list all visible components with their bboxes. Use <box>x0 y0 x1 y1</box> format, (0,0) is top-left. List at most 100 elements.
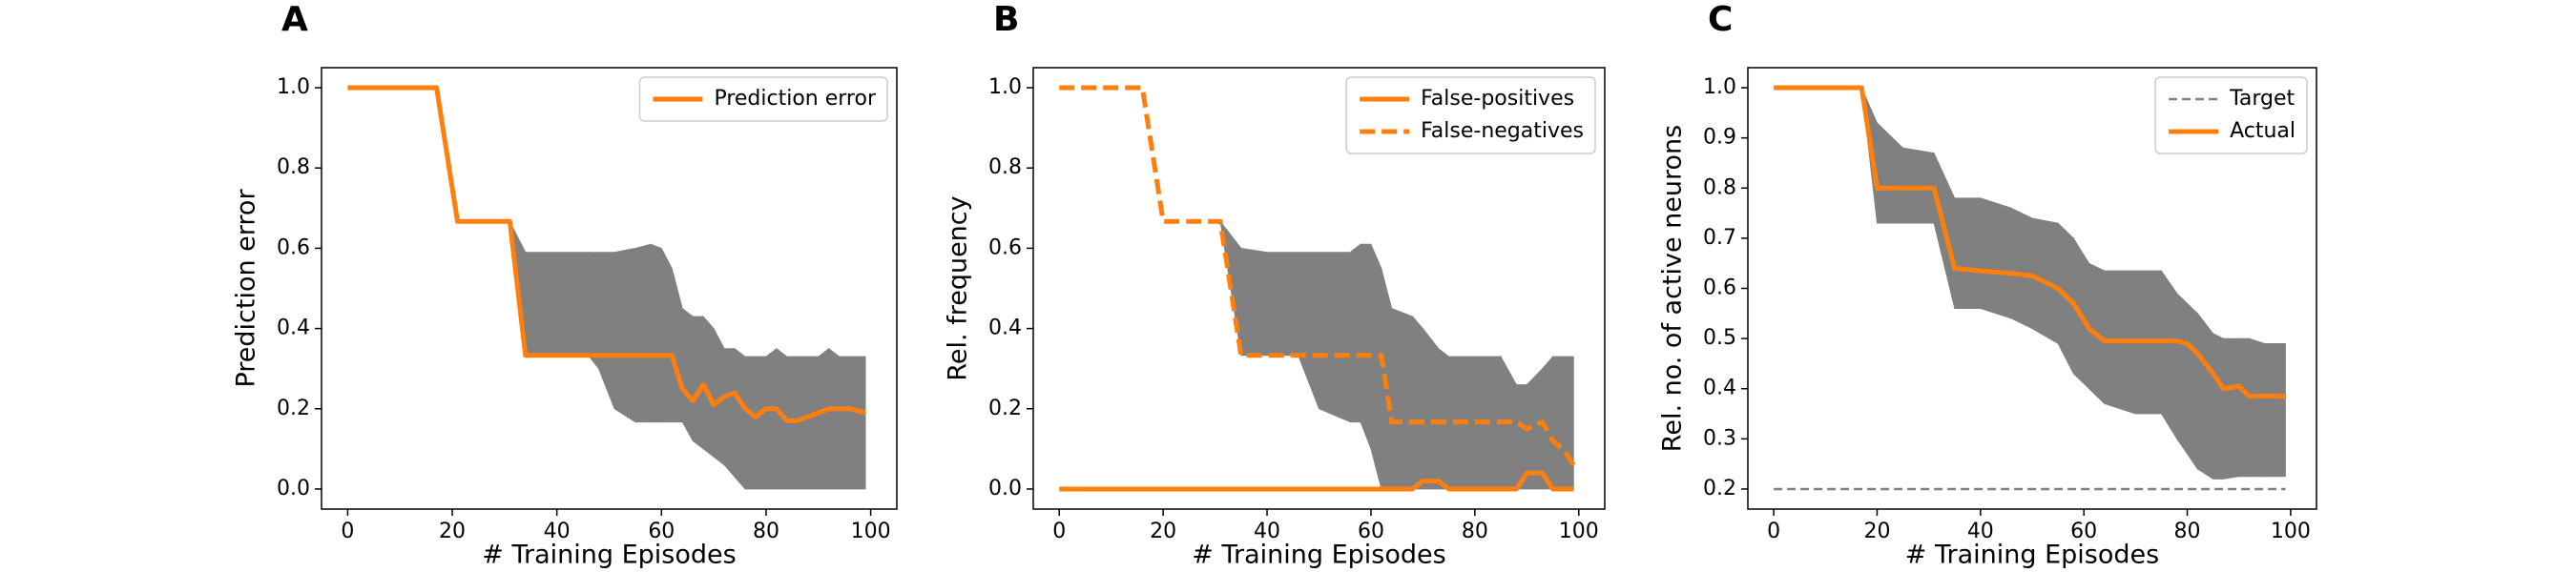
band-segment <box>2010 207 2033 330</box>
x-tick-label: 60 <box>648 520 675 543</box>
legend-label: False-negatives <box>1421 119 1584 143</box>
legend-label: Actual <box>2230 119 2296 143</box>
band-segment <box>588 252 599 370</box>
x-axis-label: # Training Episodes <box>482 541 736 570</box>
y-axis-label: Prediction error <box>232 189 261 388</box>
y-tick-label: 0.4 <box>1703 377 1736 400</box>
band-segment <box>2223 337 2240 480</box>
band-segment <box>2212 333 2224 480</box>
band-segment <box>613 247 636 423</box>
band-segment <box>681 307 694 442</box>
band-segment <box>765 347 778 490</box>
band-segment <box>1298 252 1319 409</box>
legend-label: Prediction error <box>714 87 876 111</box>
y-tick-label: 0.7 <box>1703 226 1736 250</box>
x-tick-label: 60 <box>2070 520 2097 543</box>
y-tick-label: 0.2 <box>988 397 1022 420</box>
band-segment <box>2176 292 2188 456</box>
band-segment <box>1319 252 1351 423</box>
y-axis-label: Rel. no. of active neurons <box>1658 125 1688 452</box>
band-segment <box>839 356 851 490</box>
x-tick-label: 40 <box>1967 520 1994 543</box>
legend-label: False-positives <box>1421 87 1574 111</box>
band-segment <box>525 252 558 357</box>
y-axis-label: Rel. frequency <box>944 195 973 380</box>
band-segment <box>650 243 662 423</box>
band-segment <box>1391 307 1413 490</box>
band-segment <box>734 347 746 491</box>
y-tick-label: 0.5 <box>1703 326 1736 350</box>
band-segment <box>849 356 866 490</box>
series-line <box>1059 85 1576 467</box>
band-segment <box>634 243 652 423</box>
x-tick-label: 0 <box>1767 520 1780 543</box>
band-segment <box>818 347 830 490</box>
band-segment <box>723 348 736 479</box>
y-tick-label: 0.3 <box>1703 426 1736 450</box>
band-segment <box>1877 121 1903 224</box>
y-tick-label: 0.6 <box>1703 276 1736 300</box>
band-segment <box>2196 312 2214 480</box>
x-axis-label: # Training Episodes <box>1905 541 2159 570</box>
band-segment <box>1349 243 1361 423</box>
series-line <box>347 85 866 423</box>
y-tick-label: 1.0 <box>1703 75 1736 99</box>
x-tick-label: 0 <box>1052 520 1066 543</box>
band-segment <box>660 248 673 423</box>
band-segment <box>807 356 820 490</box>
y-tick-label: 0.8 <box>277 155 310 179</box>
y-tick-label: 0.6 <box>988 235 1022 259</box>
y-tick-label: 0.8 <box>988 155 1022 179</box>
axes-frame <box>1032 67 1606 510</box>
band-segment <box>1902 147 1935 224</box>
y-tick-label: 1.0 <box>988 75 1022 99</box>
band-segment <box>1954 197 1982 309</box>
band-segment <box>744 356 757 490</box>
y-tick-label: 0.2 <box>277 397 310 420</box>
panel-label: A <box>281 0 308 39</box>
x-tick-label: 0 <box>341 520 354 543</box>
x-tick-label: 80 <box>2174 520 2201 543</box>
axes-frame <box>321 67 898 510</box>
legend-label: Target <box>2229 87 2295 111</box>
x-tick-label: 20 <box>1863 520 1890 543</box>
band-segment <box>2187 302 2198 471</box>
y-tick-label: 0.0 <box>988 477 1022 500</box>
y-tick-label: 0.0 <box>277 477 310 500</box>
legend-box <box>2154 76 2308 154</box>
band-segment <box>1563 356 1574 490</box>
band-segment <box>1370 244 1382 490</box>
x-tick-label: 80 <box>1462 520 1488 543</box>
x-axis-label: # Training Episodes <box>1192 541 1445 570</box>
band-segment <box>556 252 589 357</box>
x-tick-label: 100 <box>851 520 891 543</box>
band-segment <box>828 347 841 490</box>
legend-box <box>1345 76 1596 154</box>
panel-label: C <box>1708 0 1733 39</box>
y-tick-label: 0.6 <box>277 235 310 259</box>
y-tick-label: 1.0 <box>277 75 310 99</box>
band-segment <box>1240 247 1268 357</box>
x-tick-label: 80 <box>753 520 779 543</box>
y-tick-label: 0.2 <box>1703 477 1736 500</box>
band-segment <box>1266 252 1299 357</box>
band-segment <box>1552 356 1564 490</box>
band-segment <box>2264 342 2286 478</box>
series-line <box>1059 470 1574 492</box>
x-tick-label: 40 <box>544 520 571 543</box>
band-segment <box>1438 347 1450 490</box>
x-tick-label: 20 <box>439 520 466 543</box>
legend: Target Actual <box>2154 76 2308 154</box>
legend: Prediction error <box>638 76 888 122</box>
x-tick-label: 100 <box>1559 520 1599 543</box>
band-segment <box>1360 243 1372 450</box>
band-segment <box>671 268 683 423</box>
band-segment <box>2161 269 2178 440</box>
x-tick-label: 20 <box>1150 520 1176 543</box>
y-tick-label: 0.4 <box>277 317 310 340</box>
panel-label: B <box>993 0 1019 39</box>
band-segment <box>1423 327 1440 490</box>
series-line <box>1774 85 2286 399</box>
